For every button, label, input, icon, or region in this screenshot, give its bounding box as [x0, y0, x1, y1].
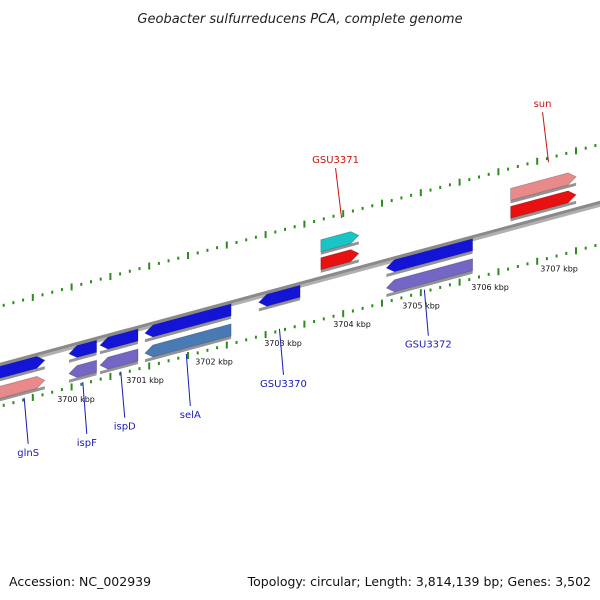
gene-shadow: [0, 386, 45, 402]
gene-shadow: [0, 366, 45, 382]
gene-sela: [144, 303, 232, 338]
kbp-label: 3707 kbp: [540, 264, 578, 273]
gene-label-ispf: ispF: [77, 438, 97, 449]
gene-ispd: [99, 328, 139, 350]
leader-line: [542, 112, 550, 163]
kbp-label: 3703 kbp: [264, 339, 302, 348]
gene-ispf: [68, 339, 97, 358]
gene-gsu3372: [385, 238, 474, 273]
leader-line: [120, 371, 126, 418]
gene-label-gsu3372: GSU3372: [405, 340, 452, 351]
leader-line: [278, 328, 284, 375]
gene-shadow: [320, 241, 359, 255]
gene-glns: [0, 355, 46, 379]
gene-label-sela: selA: [180, 410, 201, 421]
gene-shadow: [258, 297, 301, 312]
gene-shadow: [69, 352, 97, 363]
kbp-label: 3700 kbp: [57, 395, 95, 404]
leader-line: [335, 168, 343, 219]
gene-label-glns: glnS: [17, 448, 39, 459]
kbp-label: 3705 kbp: [402, 302, 440, 311]
tick-row-lower: [2, 244, 597, 407]
gene-shadow: [386, 270, 473, 297]
kbp-label: 3704 kbp: [333, 320, 371, 329]
leader-line: [423, 289, 429, 336]
gene-ispd-b: [99, 348, 139, 370]
leader-line: [82, 381, 88, 434]
leader-line: [23, 397, 29, 444]
accession-text: Accession: NC_002939: [9, 574, 151, 589]
gene-features: [0, 172, 577, 402]
gene-shadow: [510, 200, 577, 222]
gene-shadow: [144, 315, 232, 343]
gene-shadow: [144, 335, 232, 363]
gene-ispf-b: [68, 359, 97, 378]
genome-summary-text: Topology: circular; Length: 3,814,139 bp…: [247, 574, 591, 589]
gene-label-ispd: ispD: [114, 422, 136, 433]
gene-gsu3372-b: [385, 258, 474, 293]
gene-shadow: [100, 361, 138, 375]
gene-shadow: [69, 372, 97, 383]
gene-sela-b: [144, 323, 232, 358]
gene-glns-b: [0, 375, 46, 399]
gene-label-gsu3370: GSU3370: [260, 379, 307, 390]
gene-sun: [510, 190, 577, 219]
tick-row-upper: [2, 144, 597, 307]
gene-shadow: [510, 182, 577, 204]
kbp-label: 3702 kbp: [195, 358, 233, 367]
gene-sun-b: [510, 172, 577, 201]
kbp-labels: 3700 kbp 3701 kbp 3702 kbp 3703 kbp 3704 kbp…: [57, 264, 578, 403]
kbp-label: 3701 kbp: [126, 376, 164, 385]
gene-shadow: [100, 341, 138, 355]
gene-gsu3371: [320, 231, 360, 253]
leader-line: [185, 353, 191, 407]
gene-gsu3371-b: [320, 249, 360, 271]
gene-shadow: [320, 259, 359, 273]
gene-labels: glnS ispF ispD selA GSU3370 GSU3371 GSU3372 sun: [17, 99, 551, 459]
axis-line: [0, 200, 600, 366]
gene-label-sun: sun: [534, 99, 552, 110]
map-title: Geobacter sulfurreducens PCA, complete g…: [137, 12, 462, 27]
kbp-label: 3706 kbp: [471, 283, 509, 292]
gene-label-gsu3371: GSU3371: [312, 155, 359, 166]
gene-shadow: [386, 250, 473, 277]
